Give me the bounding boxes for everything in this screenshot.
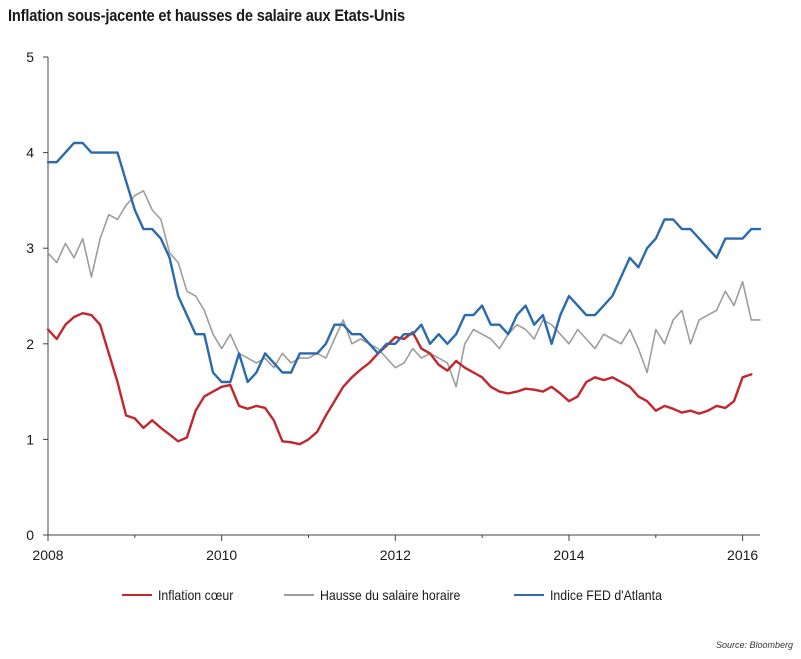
legend-item-inflation: Inflation cœur: [122, 587, 244, 603]
legend-swatch-salaire: [284, 594, 314, 596]
legend-swatch-fed: [514, 594, 544, 596]
series-line-2: [46, 141, 762, 384]
legend-item-salaire: Hausse du salaire horaire: [284, 587, 480, 603]
chart-series: [46, 141, 762, 446]
y-tick-label: 0: [26, 527, 34, 543]
y-tick-label: 1: [26, 431, 34, 447]
y-tick-label: 4: [26, 145, 34, 161]
chart-title: Inflation sous-jacente et hausses de sal…: [8, 6, 405, 25]
x-tick-label: 2008: [32, 547, 63, 563]
legend-item-fed: Indice FED d'Atlanta: [514, 587, 677, 603]
y-tick-label: 5: [26, 49, 34, 65]
y-tick-label: 2: [26, 336, 34, 352]
chart-axes: 0 1 2 3 4 5 2008 2010 2012 2014 2016: [26, 49, 760, 563]
legend-label-inflation: Inflation cœur: [158, 587, 234, 603]
series-line-0: [46, 312, 753, 446]
x-tick-label: 2014: [553, 547, 584, 563]
series-line-1: [47, 190, 761, 388]
legend-label-fed: Indice FED d'Atlanta: [550, 587, 662, 603]
legend-swatch-inflation: [122, 594, 152, 596]
source-note: Source: Bloomberg: [715, 640, 793, 650]
chart-legend: Inflation cœur Hausse du salaire horaire…: [0, 587, 801, 607]
y-tick-label: 3: [26, 240, 34, 256]
x-tick-label: 2010: [206, 547, 237, 563]
legend-label-salaire: Hausse du salaire horaire: [320, 587, 461, 603]
x-tick-label: 2012: [380, 547, 411, 563]
x-tick-label: 2016: [727, 547, 758, 563]
